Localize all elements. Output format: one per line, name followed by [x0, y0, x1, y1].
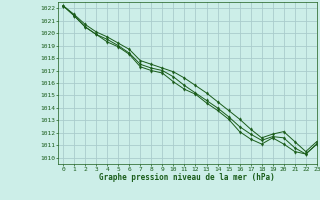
X-axis label: Graphe pression niveau de la mer (hPa): Graphe pression niveau de la mer (hPa): [99, 173, 275, 182]
